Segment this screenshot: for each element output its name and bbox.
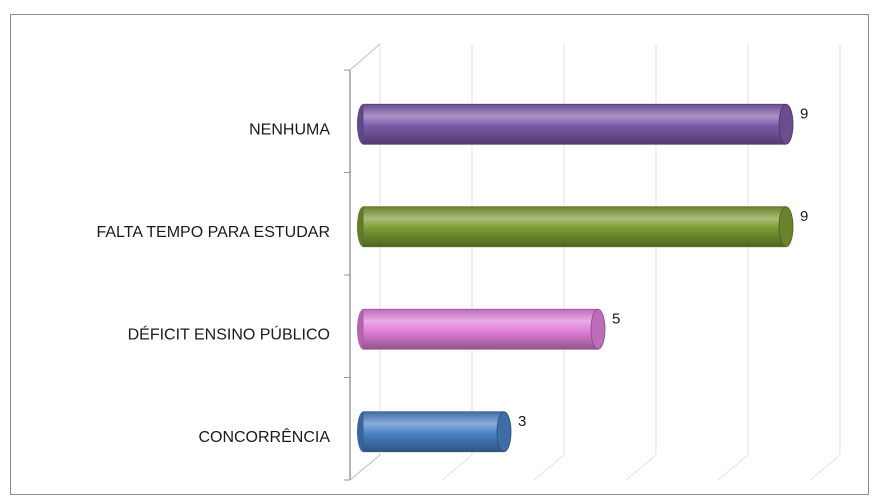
bar-body	[362, 206, 787, 248]
category-label: FALTA TEMPO PARA ESTUDAR	[96, 224, 330, 241]
gridline-floor	[533, 454, 565, 481]
bar-end-cap	[590, 308, 606, 350]
data-label: 9	[800, 208, 808, 225]
data-label: 9	[800, 105, 808, 122]
category-label: NENHUMA	[249, 121, 330, 138]
axis-depth-top	[349, 43, 381, 71]
bar-body	[362, 308, 599, 350]
bars	[357, 103, 794, 453]
bar-end-cap	[496, 411, 512, 453]
bar-1	[357, 103, 794, 145]
gridline-floor	[809, 454, 841, 481]
category-label: DÉFICIT ENSINO PÚBLICO	[128, 324, 330, 343]
data-label: 3	[518, 413, 526, 430]
data-label: 5	[612, 310, 620, 327]
bar-body	[362, 103, 787, 145]
bar-end-cap	[778, 206, 794, 248]
bar-2	[357, 206, 794, 248]
bar-3	[357, 308, 606, 350]
axis-depth-bottom	[349, 454, 381, 481]
bar-end-cap	[778, 103, 794, 145]
labels: NENHUMA 9 FALTA TEMPO PARA ESTUDAR 9 DÉFICIT…	[96, 105, 808, 446]
gridline-floor	[625, 454, 657, 481]
bar-4	[357, 411, 512, 453]
gridline-floor	[441, 454, 473, 481]
category-axis	[344, 43, 381, 481]
category-label: CONCORRÊNCIA	[198, 427, 330, 446]
bar-body	[362, 411, 505, 453]
gridline-floor	[717, 454, 749, 481]
